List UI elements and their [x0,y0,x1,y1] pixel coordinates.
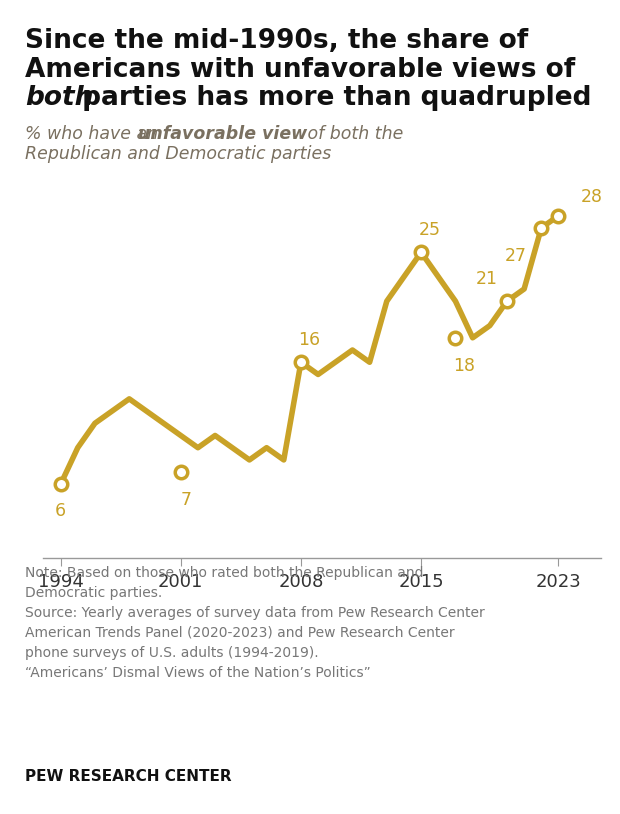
Text: 27: 27 [505,247,526,265]
Text: unfavorable view: unfavorable view [138,125,307,142]
Text: 16: 16 [298,331,321,349]
Text: 21: 21 [476,270,497,288]
Text: Note: Based on those who rated both the Republican and
Democratic parties.
Sourc: Note: Based on those who rated both the … [25,566,485,680]
Text: of both the: of both the [302,125,404,142]
Text: both: both [25,85,93,112]
Text: 18: 18 [453,357,475,375]
Text: 25: 25 [418,221,441,239]
Text: % who have an: % who have an [25,125,164,142]
Text: Since the mid-1990s, the share of: Since the mid-1990s, the share of [25,28,528,55]
Text: 28: 28 [581,188,603,207]
Text: 7: 7 [180,491,192,510]
Text: Republican and Democratic parties: Republican and Democratic parties [25,145,331,163]
Text: parties has more than quadrupled: parties has more than quadrupled [73,85,591,112]
Text: Americans with unfavorable views of: Americans with unfavorable views of [25,57,575,83]
Text: 6: 6 [55,502,66,520]
Text: PEW RESEARCH CENTER: PEW RESEARCH CENTER [25,769,231,784]
